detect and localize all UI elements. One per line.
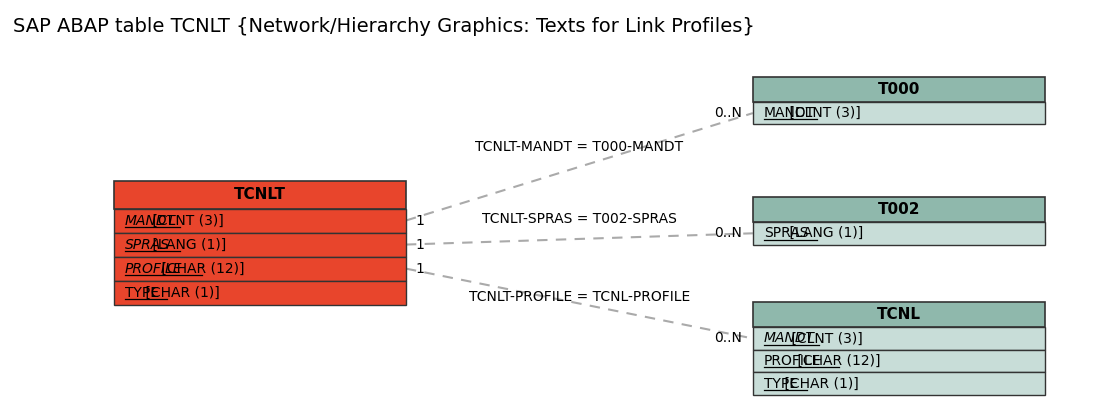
Text: TCNLT: TCNLT <box>234 187 286 202</box>
FancyBboxPatch shape <box>753 77 1045 102</box>
Text: MANDT: MANDT <box>764 106 815 120</box>
Text: [CLNT (3)]: [CLNT (3)] <box>787 331 862 346</box>
Text: 1: 1 <box>415 238 424 252</box>
Text: TCNLT-PROFILE = TCNL-PROFILE: TCNLT-PROFILE = TCNL-PROFILE <box>469 290 690 303</box>
Text: MANDT: MANDT <box>125 213 176 227</box>
Text: SPRAS: SPRAS <box>764 226 808 240</box>
FancyBboxPatch shape <box>753 372 1045 395</box>
Text: [LANG (1)]: [LANG (1)] <box>785 226 863 240</box>
Text: [CLNT (3)]: [CLNT (3)] <box>148 213 223 227</box>
Text: MANDT: MANDT <box>764 331 815 346</box>
Text: 0..N: 0..N <box>714 106 742 120</box>
Text: TCNLT-MANDT = T000-MANDT: TCNLT-MANDT = T000-MANDT <box>476 140 683 154</box>
Text: [CHAR (12)]: [CHAR (12)] <box>793 354 880 368</box>
Text: TCNL: TCNL <box>877 307 921 322</box>
Text: 0..N: 0..N <box>714 226 742 240</box>
FancyBboxPatch shape <box>753 102 1045 124</box>
Text: PROFILE: PROFILE <box>125 262 182 276</box>
Text: 1: 1 <box>415 262 424 276</box>
Text: 1: 1 <box>415 213 424 227</box>
FancyBboxPatch shape <box>753 302 1045 327</box>
Text: TYPE: TYPE <box>125 285 159 300</box>
FancyBboxPatch shape <box>114 209 406 233</box>
Text: TCNLT-SPRAS = T002-SPRAS: TCNLT-SPRAS = T002-SPRAS <box>482 212 677 227</box>
FancyBboxPatch shape <box>114 233 406 256</box>
Text: [CHAR (12)]: [CHAR (12)] <box>157 262 244 276</box>
FancyBboxPatch shape <box>753 327 1045 350</box>
Text: [CLNT (3)]: [CLNT (3)] <box>785 106 860 120</box>
FancyBboxPatch shape <box>753 350 1045 372</box>
FancyBboxPatch shape <box>753 222 1045 245</box>
FancyBboxPatch shape <box>753 197 1045 222</box>
FancyBboxPatch shape <box>114 281 406 305</box>
Text: 0..N: 0..N <box>714 331 742 346</box>
Text: PROFILE: PROFILE <box>764 354 821 368</box>
Text: T002: T002 <box>878 202 921 217</box>
Text: SAP ABAP table TCNLT {Network/Hierarchy Graphics: Texts for Link Profiles}: SAP ABAP table TCNLT {Network/Hierarchy … <box>13 17 755 36</box>
Text: T000: T000 <box>878 82 920 97</box>
Text: [LANG (1)]: [LANG (1)] <box>148 238 226 252</box>
Text: [CHAR (1)]: [CHAR (1)] <box>781 377 859 391</box>
FancyBboxPatch shape <box>114 181 406 209</box>
Text: SPRAS: SPRAS <box>125 238 170 252</box>
FancyBboxPatch shape <box>114 256 406 281</box>
Text: [CHAR (1)]: [CHAR (1)] <box>141 285 220 300</box>
Text: TYPE: TYPE <box>764 377 798 391</box>
